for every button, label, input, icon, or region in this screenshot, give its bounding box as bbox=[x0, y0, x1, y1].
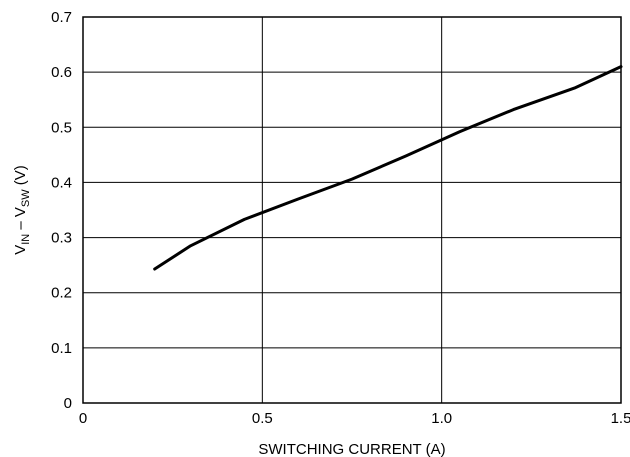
series-line-0 bbox=[153, 65, 623, 271]
y-tick-label-4: 0.4 bbox=[51, 174, 72, 191]
series-group bbox=[153, 65, 623, 271]
x-tick-label-3: 1.5 bbox=[611, 410, 630, 427]
y-tick-label-1: 0.1 bbox=[51, 340, 72, 357]
y-axis-title-sub2: SW bbox=[20, 189, 32, 207]
y-tick-label-6: 0.6 bbox=[51, 64, 72, 81]
y-axis-title-sub1: IN bbox=[20, 234, 32, 245]
y-axis-title-mid: – V bbox=[12, 207, 29, 234]
y-axis-title: VIN – VSW (V) bbox=[12, 165, 32, 255]
x-axis-title: SWITCHING CURRENT (A) bbox=[258, 441, 445, 457]
x-tick-label-1: 0.5 bbox=[252, 410, 273, 427]
x-tick-labels: 0 0.5 1.0 1.5 bbox=[79, 410, 630, 427]
x-tick-label-0: 0 bbox=[79, 410, 87, 427]
grid-lines bbox=[83, 17, 621, 403]
y-tick-label-5: 0.5 bbox=[51, 119, 72, 136]
y-tick-label-0: 0 bbox=[64, 395, 72, 412]
y-axis-title-unit: (V) bbox=[12, 165, 29, 189]
y-axis-title-v1: V bbox=[12, 245, 29, 255]
y-tick-labels: 0 0.1 0.2 0.3 0.4 0.5 0.6 0.7 bbox=[51, 9, 72, 412]
y-tick-label-7: 0.7 bbox=[51, 9, 72, 26]
y-tick-label-2: 0.2 bbox=[51, 285, 72, 302]
x-tick-label-2: 1.0 bbox=[431, 410, 452, 427]
plot-frame bbox=[82, 16, 622, 404]
y-tick-label-3: 0.3 bbox=[51, 230, 72, 247]
